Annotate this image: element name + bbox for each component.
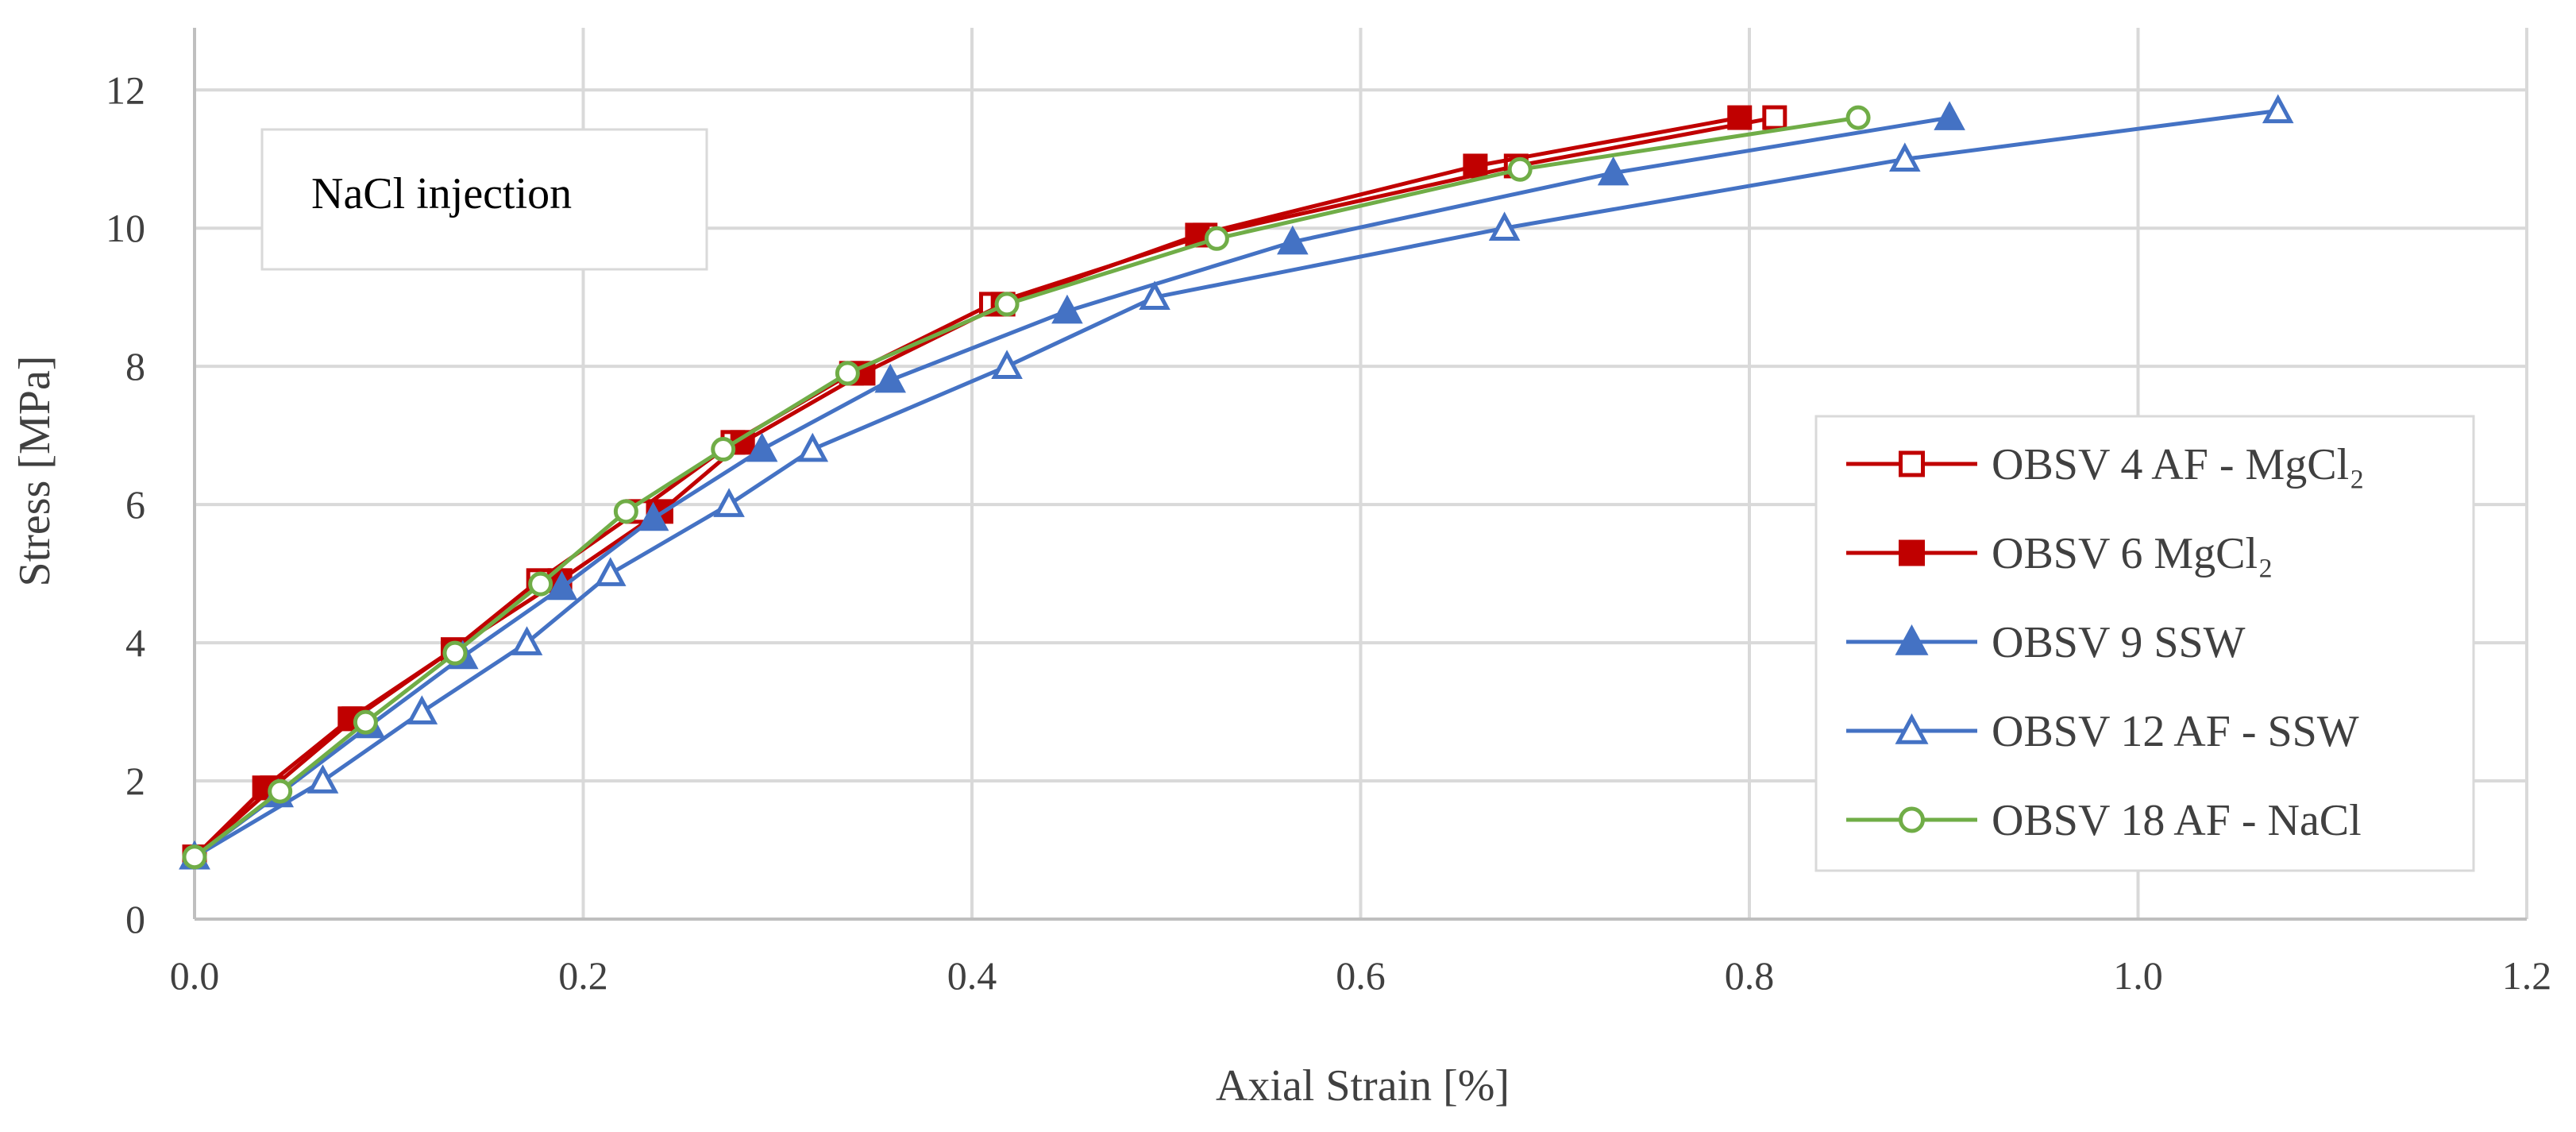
- legend-item: OBSV 18 AF - NaCl: [1846, 796, 2362, 845]
- series-line: [193, 115, 1741, 859]
- data-point-circle-open: [1507, 156, 1533, 182]
- x-tick-label: 0.4: [947, 953, 997, 998]
- y-tick-label: 8: [125, 344, 145, 388]
- legend-label: OBSV 18 AF - NaCl: [1992, 796, 2362, 845]
- data-point-triangle-open: [1488, 211, 1521, 241]
- data-point-triangle-open: [511, 626, 543, 655]
- x-tick-label: 0.6: [1336, 953, 1386, 998]
- data-point-triangle-open: [1139, 280, 1170, 310]
- x-tick-label: 0.2: [558, 953, 608, 998]
- y-tick-label: 12: [106, 68, 145, 112]
- data-point-triangle-filled: [1277, 225, 1309, 255]
- annotation-text: NaCl injection: [311, 169, 572, 218]
- data-point-triangle-filled: [746, 432, 778, 462]
- data-point-triangle-filled: [1597, 156, 1629, 186]
- data-point-triangle-open: [713, 488, 745, 517]
- legend-label: OBSV 12 AF - SSW: [1992, 707, 2359, 756]
- legend-label: OBSV 6 MgCl₂: [1992, 529, 2273, 578]
- y-tick-label: 10: [106, 206, 145, 250]
- data-point-triangle-open: [1889, 142, 1921, 172]
- data-point-square-filled: [1899, 539, 1925, 566]
- data-point-triangle-filled: [1895, 624, 1929, 655]
- data-point-circle-open: [711, 437, 736, 462]
- data-point-triangle-filled: [546, 570, 578, 601]
- data-point-triangle-open: [991, 350, 1023, 379]
- legend-item: OBSV 9 SSW: [1846, 618, 2246, 667]
- x-tick-label: 1.0: [2113, 953, 2163, 998]
- series-5: [182, 105, 1871, 870]
- data-point-square-filled: [1463, 153, 1488, 179]
- data-point-square-filled: [1727, 105, 1753, 130]
- data-point-circle-open: [353, 709, 378, 735]
- data-point-circle-open: [835, 361, 860, 386]
- series-line: [193, 108, 2279, 859]
- data-point-circle-open: [1204, 226, 1229, 251]
- data-point-triangle-open: [796, 432, 829, 462]
- x-tick-label: 0.0: [170, 953, 220, 998]
- x-axis-title: Axial Strain [%]: [1216, 1061, 1510, 1111]
- plot-series: [179, 94, 2294, 870]
- y-tick-label: 4: [125, 620, 145, 665]
- data-point-triangle-filled: [1934, 101, 1965, 130]
- data-point-triangle-open: [2262, 94, 2294, 124]
- axes: 0.0 0.2 0.4 0.6 0.8 1.0 1.2 0 2 4 6 8 10 12: [106, 28, 2551, 998]
- legend-label: OBSV 9 SSW: [1992, 618, 2246, 667]
- data-point-circle-open: [268, 778, 293, 804]
- data-point-circle-open: [613, 499, 638, 524]
- data-point-triangle-filled: [874, 363, 906, 393]
- x-tick-label: 1.2: [2502, 953, 2552, 998]
- data-point-circle-open: [1845, 105, 1871, 130]
- x-tick-label: 0.8: [1725, 953, 1775, 998]
- data-point-triangle-open: [406, 695, 438, 724]
- data-point-triangle-filled: [1051, 294, 1083, 324]
- data-point-square-open: [1899, 450, 1925, 477]
- legend-item: OBSV 12 AF - SSW: [1846, 707, 2359, 756]
- legend-item: OBSV 6 MgCl₂: [1846, 529, 2273, 578]
- data-point-triangle-open: [1895, 713, 1929, 744]
- data-point-circle-open: [528, 571, 553, 597]
- annotation-box: NaCl injection: [260, 128, 708, 271]
- legend-label: OBSV 4 AF - MgCl₂: [1992, 440, 2365, 489]
- data-point-circle-open: [994, 292, 1020, 317]
- data-point-triangle-open: [307, 764, 339, 794]
- y-tick-label: 2: [125, 759, 145, 803]
- legend: OBSV 4 AF - MgCl₂ OBSV 6 MgCl₂ OBSV 9 SSW O…: [1814, 415, 2475, 872]
- data-point-circle-open: [442, 640, 468, 666]
- y-axis-title: Stress [MPa]: [10, 356, 60, 587]
- data-point-square-open: [1762, 105, 1787, 130]
- data-point-circle-open: [1899, 806, 1925, 833]
- series-line: [193, 115, 1859, 859]
- data-point-triangle-open: [594, 557, 627, 586]
- legend-item: OBSV 4 AF - MgCl₂: [1846, 440, 2365, 489]
- data-point-triangle-filled: [637, 501, 669, 531]
- y-tick-label: 6: [125, 482, 145, 527]
- y-tick-label: 0: [125, 897, 145, 941]
- data-point-circle-open: [182, 844, 207, 870]
- series-line: [193, 115, 1950, 859]
